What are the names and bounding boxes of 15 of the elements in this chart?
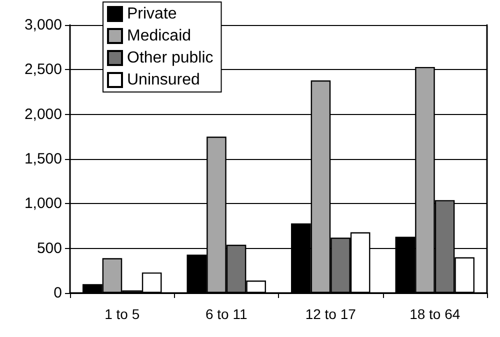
legend-label: Uninsured	[127, 72, 200, 88]
y-tick-label: 1,000	[24, 195, 62, 212]
y-tick-label: 1,500	[24, 150, 62, 168]
y-tick-label: 0	[54, 284, 62, 302]
y-tick-label: 2,500	[24, 61, 62, 78]
x-tick-label: 6 to 11	[205, 306, 248, 322]
y-tick-label: 2,000	[24, 106, 62, 123]
legend-label: Medicaid	[127, 28, 192, 44]
legend-label: Other public	[127, 50, 214, 66]
x-tick-label: 1 to 5	[104, 306, 140, 322]
x-tick-label: 12 to 17	[305, 306, 356, 322]
x-tick-label: 18 to 64	[410, 306, 460, 322]
y-tick-label: 3,000	[24, 16, 62, 34]
legend-label: Private	[127, 6, 177, 22]
y-tick-label: 500	[36, 240, 62, 257]
